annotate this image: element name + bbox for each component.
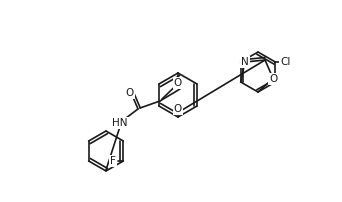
Text: O: O (126, 88, 134, 98)
Text: N: N (241, 57, 249, 67)
Text: O: O (174, 78, 182, 88)
Text: HN: HN (112, 118, 128, 128)
Text: Cl: Cl (280, 57, 290, 67)
Text: F: F (110, 156, 116, 166)
Text: O: O (269, 74, 277, 84)
Text: O: O (174, 104, 182, 114)
